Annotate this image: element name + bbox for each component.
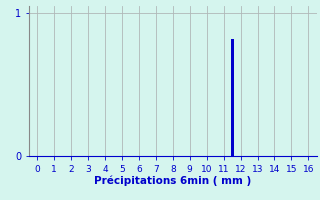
Bar <box>231 39 234 156</box>
X-axis label: Précipitations 6min ( mm ): Précipitations 6min ( mm ) <box>94 175 252 186</box>
